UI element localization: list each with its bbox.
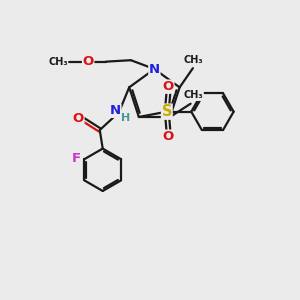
Text: O: O <box>163 130 174 143</box>
Text: F: F <box>71 152 81 165</box>
Text: N: N <box>110 104 121 117</box>
Text: CH₃: CH₃ <box>48 57 68 67</box>
Text: CH₃: CH₃ <box>183 55 203 65</box>
Text: O: O <box>163 80 174 93</box>
Text: O: O <box>82 55 94 68</box>
Text: H: H <box>121 113 130 123</box>
Text: N: N <box>149 62 160 76</box>
Text: S: S <box>162 104 172 119</box>
Text: CH₃: CH₃ <box>184 91 203 100</box>
Text: O: O <box>73 112 84 125</box>
